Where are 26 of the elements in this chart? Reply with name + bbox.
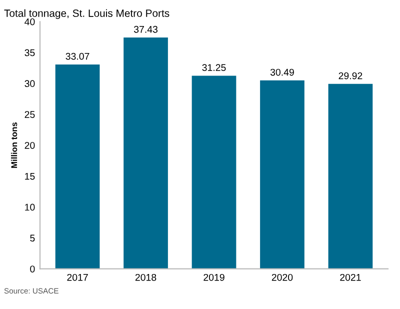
- bar: [260, 80, 304, 269]
- x-tick-label: 2020: [272, 274, 293, 281]
- bar: [124, 38, 168, 269]
- bar: [192, 76, 236, 269]
- y-tick-label: 15: [25, 172, 35, 180]
- y-tick-label: 40: [24, 18, 35, 26]
- y-tick-label: 30: [24, 80, 35, 88]
- y-tick-label: 25: [24, 111, 35, 118]
- data-label: 30.49: [270, 68, 294, 76]
- y-tick-label: 20: [24, 142, 35, 149]
- data-label: 31.25: [202, 64, 226, 72]
- y-tick-label: 5: [30, 234, 35, 242]
- y-axis-title: Million tons: [11, 122, 18, 168]
- bar: [55, 64, 100, 269]
- x-tick-label: 2018: [135, 274, 156, 281]
- y-tick-label: 0: [30, 266, 35, 272]
- data-label: 29.92: [338, 72, 362, 80]
- x-tick-label: 2019: [204, 274, 224, 281]
- bar: [328, 84, 373, 269]
- x-tick-label: 2017: [67, 274, 88, 281]
- data-label: 33.07: [66, 52, 90, 60]
- y-tick-label: 10: [25, 204, 35, 211]
- data-label: 37.43: [134, 26, 158, 33]
- chart-title: Total tonnage, St. Louis Metro Ports: [4, 9, 170, 19]
- y-tick-label: 35: [24, 49, 35, 56]
- x-tick-label: 2021: [340, 274, 361, 281]
